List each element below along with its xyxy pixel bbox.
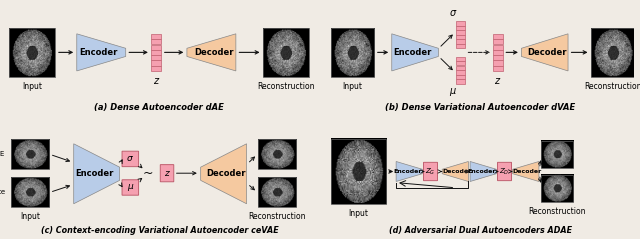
FancyBboxPatch shape	[122, 151, 139, 167]
Text: Decoder: Decoder	[206, 169, 246, 178]
Text: ~: ~	[143, 167, 153, 180]
FancyBboxPatch shape	[424, 162, 438, 181]
Text: (c) Context-encoding Variational Autoencoder ceVAE: (c) Context-encoding Variational Autoenc…	[40, 226, 278, 235]
Text: Input: Input	[20, 212, 40, 222]
Text: Encoder: Encoder	[75, 169, 113, 178]
Text: $\mu$: $\mu$	[127, 182, 134, 193]
Text: Reconstruction: Reconstruction	[584, 82, 640, 91]
FancyBboxPatch shape	[456, 57, 465, 61]
FancyBboxPatch shape	[493, 55, 503, 60]
Polygon shape	[442, 162, 468, 181]
FancyBboxPatch shape	[152, 44, 161, 50]
Text: Decoder: Decoder	[194, 48, 234, 57]
FancyBboxPatch shape	[456, 21, 465, 26]
FancyBboxPatch shape	[152, 34, 161, 39]
Text: Encoder: Encoder	[79, 48, 118, 57]
Text: (d) Adversarial Dual Autoencoders ADAE: (d) Adversarial Dual Autoencoders ADAE	[389, 226, 572, 235]
FancyBboxPatch shape	[456, 44, 465, 48]
Polygon shape	[522, 34, 568, 71]
Text: Encoder: Encoder	[394, 169, 422, 174]
Text: Encoder: Encoder	[468, 169, 496, 174]
FancyBboxPatch shape	[497, 162, 511, 181]
FancyBboxPatch shape	[152, 66, 161, 71]
Polygon shape	[470, 162, 497, 181]
FancyBboxPatch shape	[456, 30, 465, 35]
FancyBboxPatch shape	[456, 70, 465, 75]
Text: Input: Input	[342, 82, 362, 91]
FancyBboxPatch shape	[122, 180, 139, 195]
Text: $z$: $z$	[495, 76, 502, 86]
FancyBboxPatch shape	[152, 50, 161, 55]
Text: (b) Dense Variational Autoencoder dVAE: (b) Dense Variational Autoencoder dVAE	[385, 103, 576, 112]
FancyBboxPatch shape	[160, 165, 173, 182]
Polygon shape	[396, 162, 422, 181]
FancyBboxPatch shape	[152, 39, 161, 44]
Text: Decoder: Decoder	[527, 48, 567, 57]
FancyBboxPatch shape	[456, 66, 465, 70]
Text: $z$: $z$	[153, 76, 160, 86]
FancyBboxPatch shape	[456, 61, 465, 65]
FancyBboxPatch shape	[152, 60, 161, 65]
Text: Decoder: Decoder	[442, 169, 471, 174]
Text: $Z_G$: $Z_G$	[425, 166, 436, 177]
Text: Input: Input	[22, 82, 42, 91]
FancyBboxPatch shape	[493, 50, 503, 55]
FancyBboxPatch shape	[493, 66, 503, 71]
Text: $\sigma$: $\sigma$	[126, 154, 134, 163]
FancyBboxPatch shape	[152, 55, 161, 60]
Text: $Z_D$: $Z_D$	[499, 166, 509, 177]
FancyBboxPatch shape	[456, 35, 465, 39]
Text: Input: Input	[348, 209, 368, 218]
FancyBboxPatch shape	[456, 39, 465, 44]
Polygon shape	[74, 144, 120, 204]
Text: VAE: VAE	[0, 151, 6, 157]
Text: Reconstruction: Reconstruction	[257, 82, 315, 91]
Text: $\sigma$: $\sigma$	[449, 8, 457, 18]
FancyBboxPatch shape	[456, 26, 465, 30]
FancyBboxPatch shape	[493, 60, 503, 65]
Text: Decoder: Decoder	[513, 169, 541, 174]
Polygon shape	[392, 34, 438, 71]
Text: Encoder: Encoder	[394, 48, 432, 57]
FancyBboxPatch shape	[493, 34, 503, 39]
Text: Reconstruction: Reconstruction	[528, 207, 586, 216]
FancyBboxPatch shape	[456, 79, 465, 84]
Text: ce: ce	[0, 189, 6, 195]
Text: Reconstruction: Reconstruction	[248, 212, 306, 222]
Polygon shape	[201, 144, 246, 204]
FancyBboxPatch shape	[456, 75, 465, 79]
Text: $\mu$: $\mu$	[449, 86, 457, 98]
Polygon shape	[513, 162, 539, 181]
FancyBboxPatch shape	[493, 39, 503, 44]
Polygon shape	[187, 34, 236, 71]
Polygon shape	[77, 34, 125, 71]
Text: (a) Dense Autoencoder dAE: (a) Dense Autoencoder dAE	[95, 103, 224, 112]
Text: $z$: $z$	[164, 169, 170, 178]
FancyBboxPatch shape	[493, 44, 503, 50]
